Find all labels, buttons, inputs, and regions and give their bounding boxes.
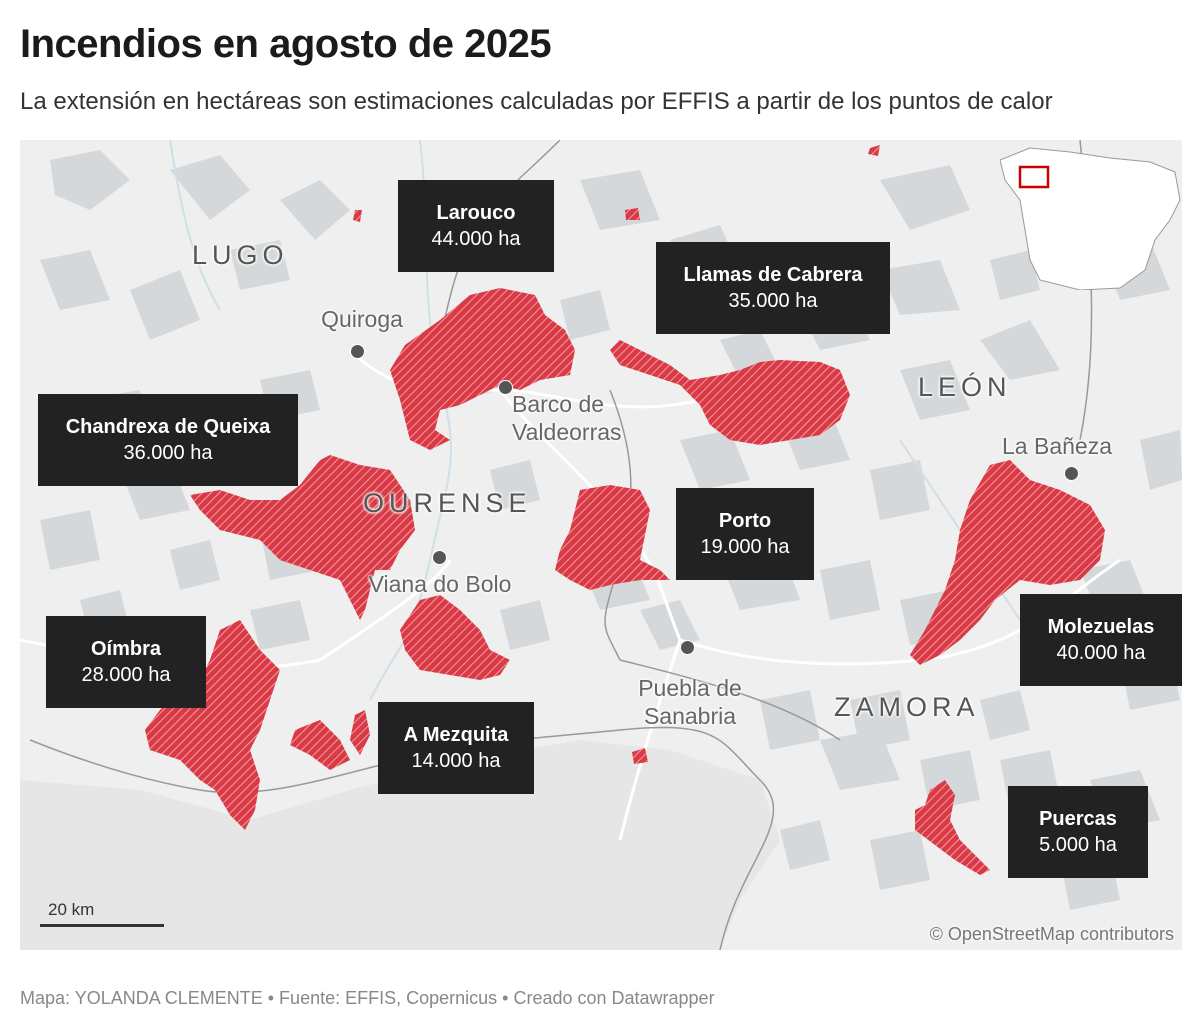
fire-area-mezquita-north [400,595,510,680]
fire-label-llamas[interactable]: Llamas de Cabrera 35.000 ha [656,242,890,334]
fire-area: 19.000 ha [700,536,790,558]
place-label-quiroga: Quiroga [321,306,403,332]
fire-name: Larouco [436,202,516,224]
page-title: Incendios en agosto de 2025 [20,22,552,66]
fire-name: Molezuelas [1047,616,1155,638]
fire-label-mezquita[interactable]: A Mezquita 14.000 ha [378,702,534,794]
fire-label-chandrexa[interactable]: Chandrexa de Queixa 36.000 ha [38,394,298,486]
region-label-ourense: OURENSE [363,488,532,518]
fire-name: Puercas [1039,808,1117,830]
region-label-leon: LEÓN [918,372,1012,402]
place-dot-puebla [680,640,695,655]
fire-label-oimbra[interactable]: Oímbra 28.000 ha [46,616,206,708]
fire-area-chandrexa [190,455,415,620]
fire-label-molezuelas[interactable]: Molezuelas 40.000 ha [1020,594,1182,686]
fire-label-porto[interactable]: Porto 19.000 ha [676,488,814,580]
fire-label-larouco[interactable]: Larouco 44.000 ha [398,180,554,272]
fire-area: 40.000 ha [1056,642,1146,664]
fire-label-puercas[interactable]: Puercas 5.000 ha [1008,786,1148,878]
fire-areas [145,145,1105,875]
spain-locator-inset [1000,140,1182,290]
region-label-lugo: LUGO [192,240,289,270]
place-dot-viana [432,550,447,565]
scale-label: 20 km [48,900,95,919]
map-attribution[interactable]: © OpenStreetMap contributors [929,924,1174,944]
fire-area-molezuelas [910,460,1105,665]
fire-area-llamas [610,340,850,445]
place-label-barco: Barco de Valdeorras [512,391,622,445]
fire-area: 36.000 ha [123,442,213,464]
map-base [20,140,1182,950]
fire-area-oimbra [145,620,280,830]
region-label-zamora: ZAMORA [834,692,980,722]
fire-area-mezquita-south [290,720,350,770]
scale-bar: 20 km [40,900,164,927]
fire-name: Oímbra [90,638,162,660]
fire-name: Llamas de Cabrera [683,264,863,286]
inset-highlight-box [1018,165,1050,189]
place-label-baneza: La Bañeza [1002,433,1112,459]
fire-area-mezquita-south2 [350,710,370,755]
fire-name: A Mezquita [403,724,509,746]
fire-name: Chandrexa de Queixa [65,416,271,438]
fire-area: 28.000 ha [81,664,171,686]
place-label-puebla: Puebla de Sanabria [638,675,742,729]
map[interactable]: LUGO OURENSE LEÓN ZAMORA Quiroga Barco d… [20,140,1182,950]
spain-outline-icon [1000,147,1181,290]
fire-area: 44.000 ha [431,228,521,250]
footer-credits: Mapa: YOLANDA CLEMENTE • Fuente: EFFIS, … [20,988,715,1008]
page-subtitle: La extensión en hectáreas son estimacion… [20,88,1053,115]
fire-name: Porto [718,510,772,532]
fire-area: 35.000 ha [728,290,818,312]
fire-area: 14.000 ha [411,750,501,772]
scale-line [40,924,164,927]
place-dot-barco [498,380,513,395]
fire-area-larouco [390,288,575,450]
place-dot-quiroga [350,344,365,359]
place-label-viana: Viana do Bolo [368,571,512,597]
fire-area: 5.000 ha [1039,834,1117,856]
place-dot-baneza [1064,466,1079,481]
fire-area-puercas [915,780,990,875]
fire-area-porto [555,485,670,590]
